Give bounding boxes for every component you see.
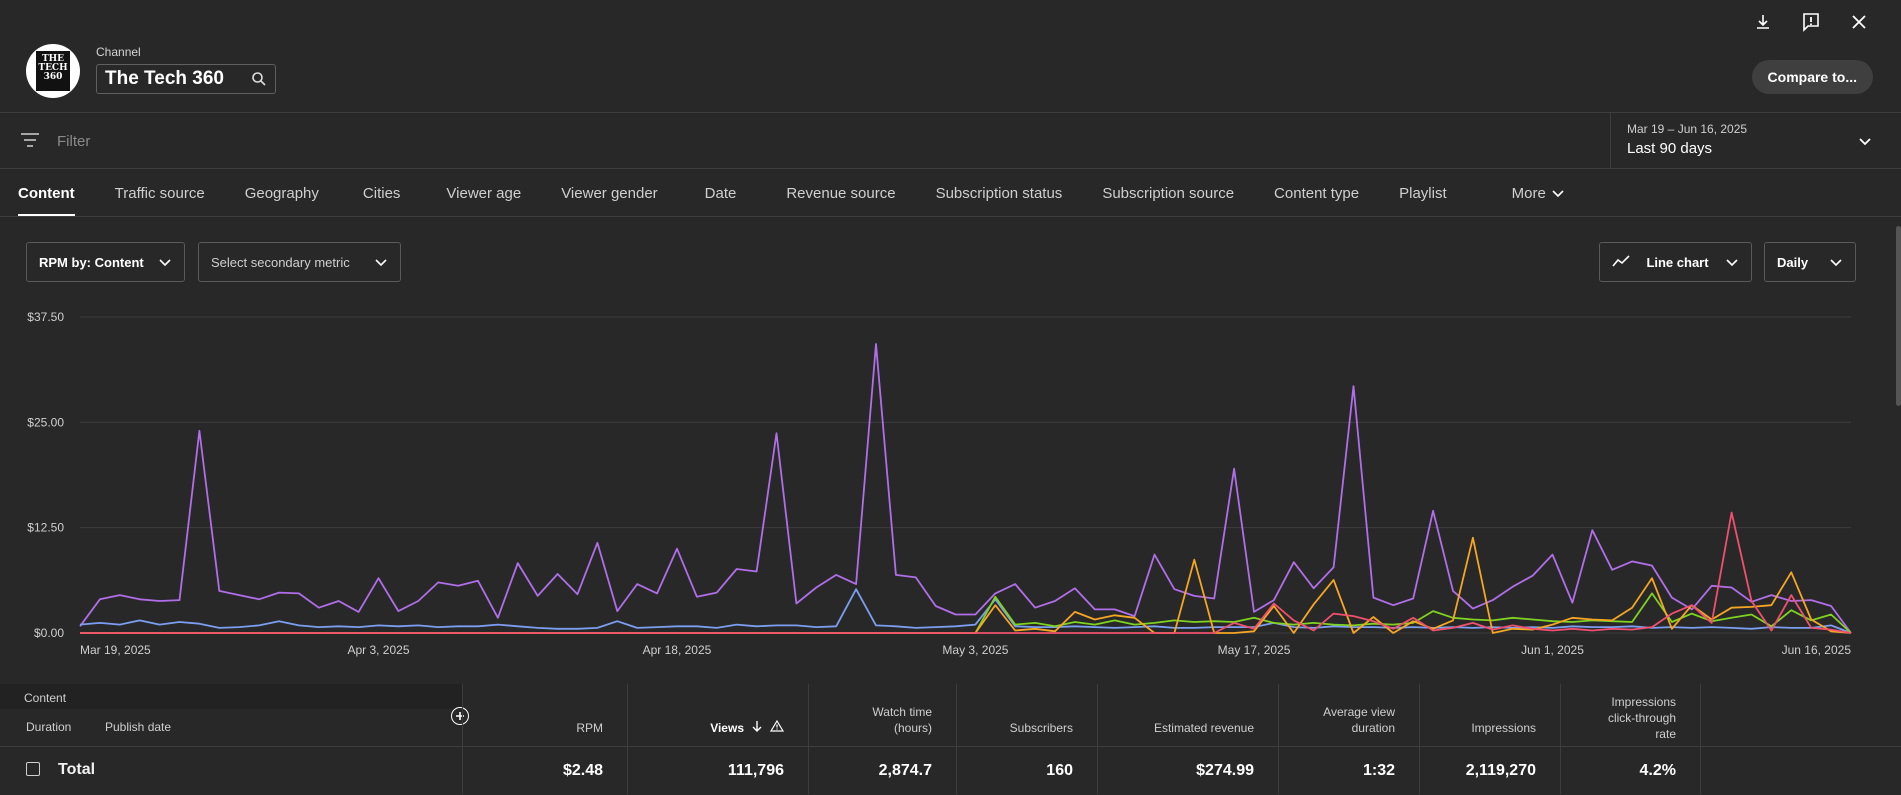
filter-input[interactable]: Filter	[57, 133, 91, 150]
channel-label: Channel	[96, 45, 141, 59]
date-range-selector[interactable]: Mar 19 – Jun 16, 2025 Last 90 days	[1610, 112, 1901, 168]
total-views: 111,796	[627, 746, 808, 794]
total-subscribers: 160	[956, 746, 1097, 794]
filter-icon[interactable]	[20, 132, 40, 153]
sort-arrow-down-icon[interactable]	[752, 720, 762, 736]
column-header-watch-time[interactable]: Watch time (hours)	[808, 684, 956, 746]
subscribers-header-label: Subscribers	[1009, 721, 1073, 735]
channel-name: The Tech 360	[105, 68, 224, 89]
series-line	[80, 511, 1852, 634]
channel-logo: THE TECH 360	[36, 51, 70, 91]
series-line	[79, 343, 1852, 634]
warning-icon	[769, 719, 785, 736]
chevron-down-icon	[1858, 134, 1872, 152]
tab-content[interactable]: Content	[18, 170, 75, 216]
date-range-text: Mar 19 – Jun 16, 2025	[1627, 122, 1748, 136]
tab-geography[interactable]: Geography	[244, 184, 319, 202]
tab-viewer-gender[interactable]: Viewer gender	[561, 184, 658, 202]
avg-view-duration-header-label: Average view duration	[1323, 705, 1395, 735]
views-header-label: Views	[710, 721, 744, 735]
table-row[interactable]	[0, 746, 1901, 795]
watch-time-header-label: Watch time (hours)	[872, 705, 932, 735]
x-tick-label: May 17, 2025	[1218, 643, 1291, 657]
rpm-header-label: RPM	[576, 721, 603, 735]
interval-dropdown[interactable]: Daily	[1764, 242, 1856, 282]
secondary-metric-dropdown[interactable]: Select secondary metric	[198, 242, 401, 282]
close-icon[interactable]	[1847, 10, 1871, 34]
column-header-subscribers[interactable]: Subscribers	[956, 684, 1097, 746]
total-watch-time: 2,874.7	[808, 746, 956, 794]
feedback-icon[interactable]	[1799, 10, 1823, 34]
tab-traffic-source[interactable]: Traffic source	[114, 184, 205, 202]
column-header-rpm[interactable]: RPM	[462, 684, 627, 746]
total-rpm: $2.48	[462, 746, 627, 794]
compare-button[interactable]: Compare to...	[1751, 60, 1873, 94]
scrollbar[interactable]	[1896, 226, 1901, 406]
x-tick-label: Mar 19, 2025	[80, 643, 151, 657]
y-tick-label: $37.50	[27, 310, 64, 324]
y-tick-label: $12.50	[27, 521, 64, 535]
tab-revenue-source[interactable]: Revenue source	[786, 184, 896, 202]
tab-viewer-age[interactable]: Viewer age	[446, 184, 522, 202]
primary-metric-dropdown[interactable]: RPM by: Content	[26, 242, 185, 282]
chevron-down-icon	[1829, 255, 1843, 270]
ctr-header-label: Impressions click-through rate	[1607, 695, 1676, 741]
channel-selector[interactable]: The Tech 360	[96, 64, 276, 94]
series-line	[80, 536, 1852, 634]
tabs-divider	[0, 216, 1901, 217]
tab-content-type[interactable]: Content type	[1274, 184, 1360, 202]
header-divider	[0, 112, 1901, 113]
publish-date-header[interactable]: Publish date	[105, 720, 172, 734]
column-header-impressions[interactable]: Impressions	[1419, 684, 1560, 746]
content-column-header[interactable]: Content	[0, 684, 462, 709]
total-checkbox[interactable]	[26, 762, 40, 776]
column-header-ctr[interactable]: Impressions click-through rate	[1560, 684, 1701, 746]
x-tick-label: Apr 18, 2025	[643, 643, 712, 657]
y-tick-label: $25.00	[27, 415, 64, 429]
total-ctr: 4.2%	[1560, 746, 1701, 794]
tab-playlist[interactable]: Playlist	[1399, 184, 1447, 202]
x-tick-label: Apr 3, 2025	[347, 643, 409, 657]
tab-subscription-status[interactable]: Subscription status	[935, 184, 1063, 202]
duration-header[interactable]: Duration	[26, 720, 72, 734]
date-range-label: Last 90 days	[1627, 140, 1713, 157]
tab-subscription-source[interactable]: Subscription source	[1102, 184, 1235, 202]
x-tick-label: Jun 16, 2025	[1782, 643, 1852, 657]
dimension-tabs: Content Traffic source Geography Cities …	[0, 170, 1564, 216]
estimated-revenue-header-label: Estimated revenue	[1153, 721, 1254, 735]
chevron-down-icon	[374, 255, 388, 270]
impressions-header-label: Impressions	[1471, 721, 1536, 735]
column-header-views[interactable]: Views	[627, 684, 808, 746]
y-tick-label: $0.00	[34, 626, 64, 640]
line-chart-icon	[1612, 254, 1630, 270]
series-line	[79, 588, 1852, 634]
filter-divider	[0, 168, 1901, 169]
chevron-down-icon	[1725, 255, 1739, 270]
total-avg-view-duration: 1:32	[1278, 746, 1419, 794]
column-header-avg-view-duration[interactable]: Average view duration	[1278, 684, 1419, 746]
download-icon[interactable]	[1751, 10, 1775, 34]
x-tick-label: Jun 1, 2025	[1521, 643, 1584, 657]
tab-more-label: More	[1511, 184, 1546, 202]
avatar: THE TECH 360	[26, 44, 80, 98]
tab-cities[interactable]: Cities	[362, 184, 401, 202]
secondary-metric-label: Select secondary metric	[211, 254, 350, 270]
rpm-line-chart: $0.00 $12.50 $25.00 $37.50 Mar 19, 2025 Apr 3…	[27, 310, 1852, 657]
search-icon[interactable]	[251, 71, 267, 92]
total-estimated-revenue: $274.99	[1097, 746, 1278, 794]
total-impressions: 2,119,270	[1419, 746, 1560, 794]
chart-type-dropdown[interactable]: Line chart	[1599, 242, 1752, 282]
tab-more[interactable]: More	[1512, 170, 1564, 216]
chevron-down-icon	[1552, 185, 1564, 202]
total-row-label: Total	[0, 746, 462, 794]
interval-label: Daily	[1777, 254, 1809, 270]
x-tick-label: May 3, 2025	[942, 643, 1008, 657]
tab-date[interactable]: Date	[704, 184, 737, 202]
column-header-estimated-revenue[interactable]: Estimated revenue	[1097, 684, 1278, 746]
table-left-header: Content Duration Publish date Total	[0, 684, 469, 794]
primary-metric-label: RPM by: Content	[39, 254, 144, 270]
chevron-down-icon	[158, 255, 172, 270]
total-label: Total	[58, 761, 96, 778]
chart-type-label: Line chart	[1646, 254, 1709, 270]
